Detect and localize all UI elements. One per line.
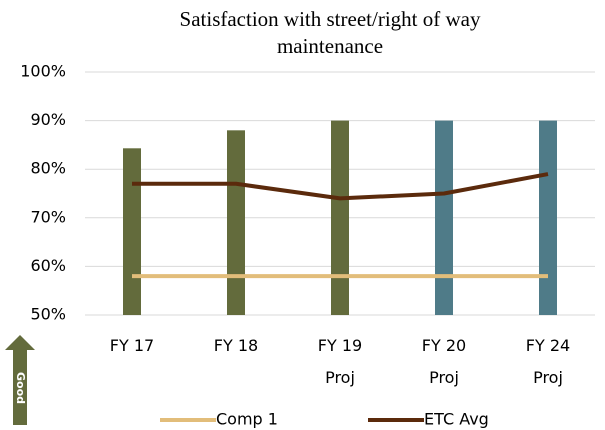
good-label: Good — [14, 372, 27, 404]
x-tick-label: FY 17 — [109, 336, 155, 355]
legend-label: Comp 1 — [216, 410, 278, 429]
y-tick-label: 90% — [30, 110, 66, 129]
bar — [123, 148, 141, 315]
x-tick-label: FY 24 Proj — [525, 336, 571, 387]
legend-label: ETC Avg — [424, 410, 489, 429]
x-tick-label: FY 18 — [213, 336, 259, 355]
y-tick-label: 70% — [30, 207, 66, 226]
x-tick-label: FY 19 Proj — [317, 336, 363, 387]
bar — [227, 130, 245, 315]
line-series — [132, 172, 549, 201]
bar — [331, 120, 349, 315]
y-tick-label: 80% — [30, 159, 66, 178]
y-tick-label: 50% — [30, 305, 66, 324]
y-tick-label: 100% — [20, 62, 66, 81]
bar — [435, 120, 453, 315]
chart-title: Satisfaction with street/right of way ma… — [179, 7, 481, 58]
y-tick-label: 60% — [30, 256, 66, 275]
x-tick-label: FY 20 Proj — [421, 336, 467, 387]
bar — [539, 120, 557, 315]
good-arrow — [5, 335, 35, 425]
